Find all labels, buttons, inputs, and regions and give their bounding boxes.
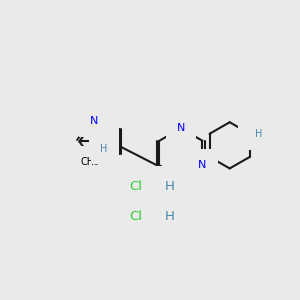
- Text: Cl: Cl: [129, 180, 142, 193]
- Text: Cl: Cl: [129, 211, 142, 224]
- Text: CH₃: CH₃: [80, 157, 98, 167]
- Text: H: H: [255, 129, 263, 139]
- Text: H: H: [100, 144, 108, 154]
- Text: H: H: [164, 211, 174, 224]
- Text: S: S: [91, 157, 98, 167]
- Text: N: N: [100, 136, 108, 146]
- Text: N: N: [249, 129, 257, 139]
- Text: H: H: [164, 180, 174, 193]
- Text: N: N: [177, 123, 185, 134]
- Text: N: N: [198, 160, 206, 170]
- Text: N: N: [90, 116, 98, 126]
